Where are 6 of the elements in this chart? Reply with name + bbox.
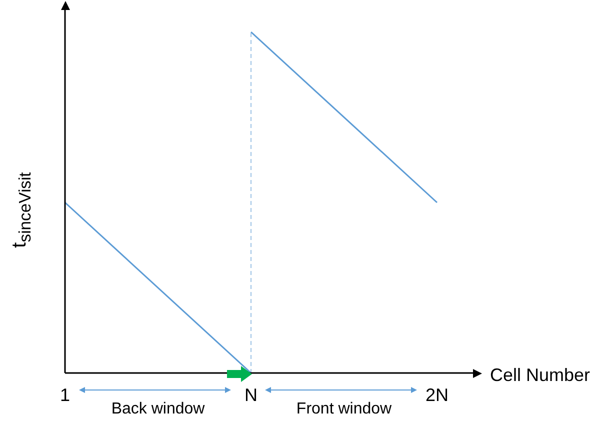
x-tick-label: 2N bbox=[425, 384, 449, 405]
x-tick-label: 1 bbox=[60, 384, 70, 405]
text: Front window bbox=[296, 400, 392, 418]
x-tick-label: N bbox=[244, 384, 258, 405]
x-axis-title: Cell Number bbox=[490, 364, 590, 385]
text: Back window bbox=[111, 400, 206, 418]
